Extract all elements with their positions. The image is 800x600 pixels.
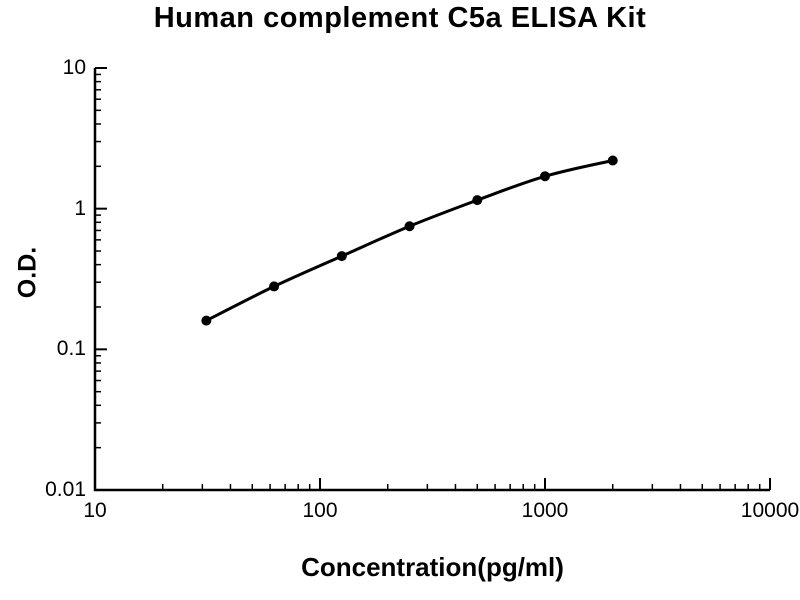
x-axis-label: Concentration(pg/ml) (301, 552, 564, 582)
data-point-marker (472, 195, 483, 206)
data-point-marker (201, 315, 212, 326)
y-tick-label-0-01: 0.01 (45, 478, 86, 501)
x-tick-label-10000: 10000 (740, 499, 800, 522)
x-tick-label-100: 100 (302, 499, 338, 522)
standard-curve-line (205, 159, 614, 322)
x-tick-label-1000: 1000 (521, 499, 569, 522)
y-tick-label-1: 1 (74, 197, 86, 220)
data-point-marker (336, 251, 347, 262)
data-point-marker (404, 221, 415, 232)
data-point-marker (607, 155, 618, 166)
data-point-marker (540, 171, 550, 182)
x-tick-label-10: 10 (83, 499, 107, 522)
data-point-marker (269, 281, 280, 292)
y-tick-label-0-1: 0.1 (56, 337, 86, 360)
y-tick-label-10: 10 (62, 56, 86, 79)
chart-title: Human complement C5a ELISA Kit (153, 2, 647, 34)
